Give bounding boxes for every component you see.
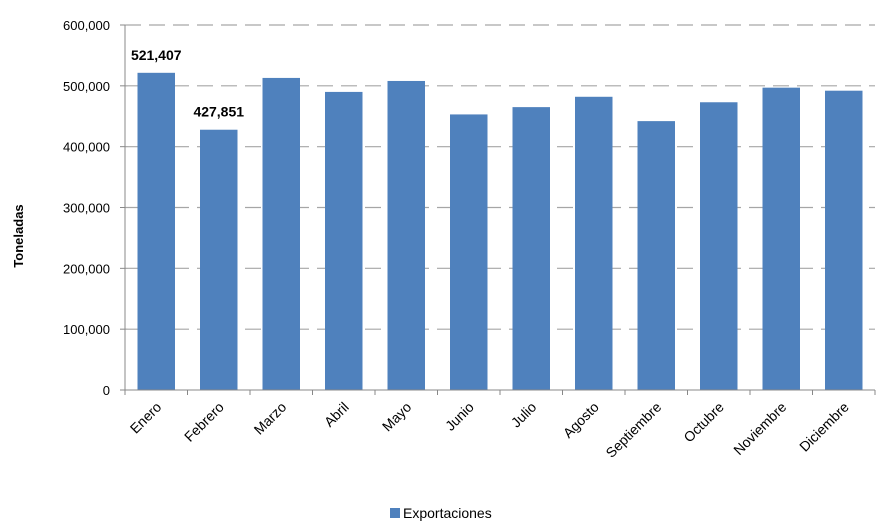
x-tick-label: Febrero bbox=[181, 399, 227, 445]
bar-enero bbox=[137, 72, 175, 391]
x-tick-label: Diciembre bbox=[796, 399, 852, 455]
y-axis-title: Toneladas bbox=[11, 204, 26, 267]
bar-septiembre bbox=[637, 121, 675, 390]
y-tick-label: 0 bbox=[103, 383, 110, 398]
legend-swatch bbox=[390, 508, 400, 518]
bar-mayo bbox=[387, 80, 425, 390]
y-tick-label: 400,000 bbox=[63, 140, 110, 155]
bar-marzo bbox=[262, 77, 300, 391]
x-tick-label: Marzo bbox=[251, 399, 290, 438]
x-tick-label: Septiembre bbox=[602, 399, 664, 461]
x-tick-label: Agosto bbox=[560, 399, 602, 441]
bars bbox=[137, 72, 863, 391]
bar-agosto bbox=[575, 96, 613, 391]
y-tick-label: 300,000 bbox=[63, 201, 110, 216]
x-tick-label: Mayo bbox=[379, 399, 415, 435]
y-tick-label: 100,000 bbox=[63, 322, 110, 337]
data-label: 521,407 bbox=[131, 47, 182, 63]
y-tick-label: 600,000 bbox=[63, 18, 110, 33]
legend-label: Exportaciones bbox=[403, 505, 492, 521]
x-tick-label: Enero bbox=[127, 399, 165, 437]
bar-abril bbox=[325, 91, 363, 391]
x-tick-label: Octubre bbox=[680, 399, 727, 446]
grid-lines bbox=[125, 24, 875, 330]
bar-julio bbox=[512, 107, 550, 390]
legend: Exportaciones bbox=[390, 505, 492, 521]
bar-diciembre bbox=[825, 90, 863, 390]
bar-octubre bbox=[700, 102, 738, 390]
bar-junio bbox=[450, 114, 488, 391]
y-tick-label: 500,000 bbox=[63, 79, 110, 94]
y-tick-label: 200,000 bbox=[63, 261, 110, 276]
x-tick-label: Noviembre bbox=[730, 399, 789, 458]
x-tick-label: Junio bbox=[442, 399, 477, 434]
bar-noviembre bbox=[762, 87, 800, 391]
axes bbox=[120, 24, 876, 395]
x-tick-label: Julio bbox=[508, 399, 540, 431]
x-tick-label: Abril bbox=[321, 399, 352, 430]
bar-febrero bbox=[200, 129, 238, 390]
data-label: 427,851 bbox=[193, 104, 244, 120]
